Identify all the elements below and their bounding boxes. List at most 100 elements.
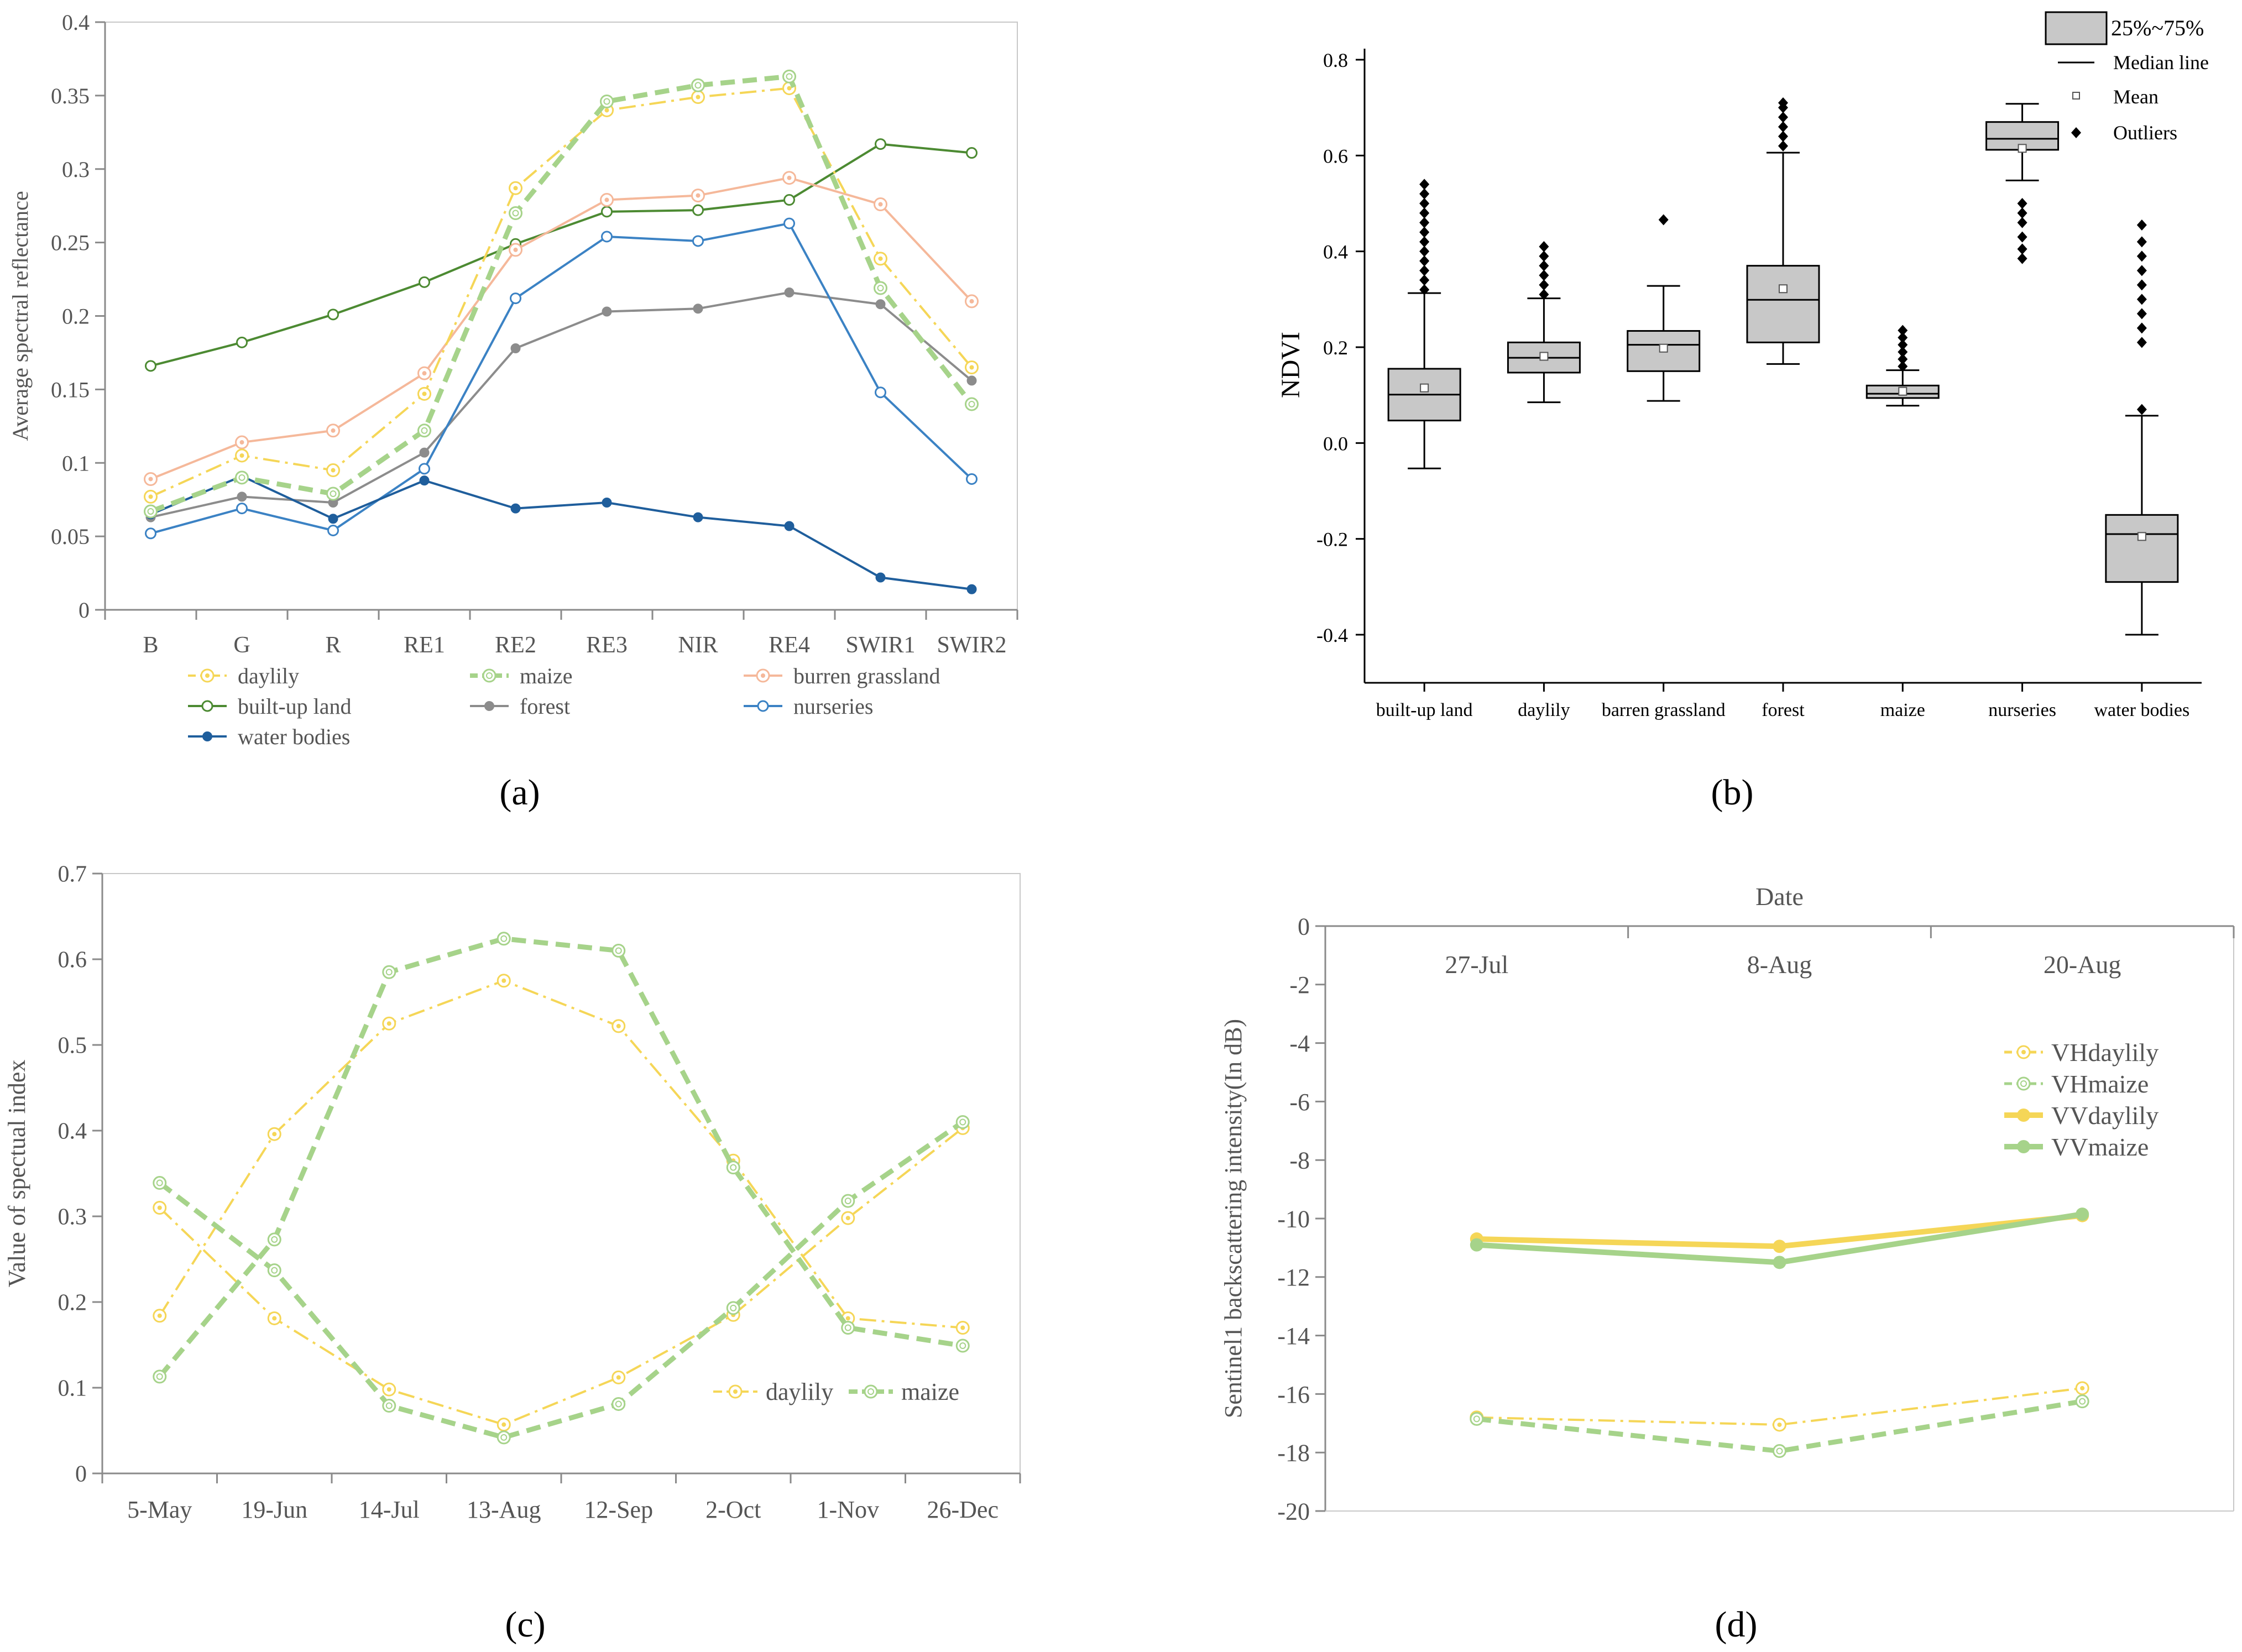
legend-label: maize <box>901 1378 959 1405</box>
outlier-point <box>1658 214 1669 226</box>
outlier-point <box>2136 265 2147 276</box>
data-point-inner <box>271 1236 278 1243</box>
legend-marker-inner <box>205 673 210 678</box>
outlier-point <box>1898 325 1908 336</box>
data-point-inner <box>844 1198 851 1205</box>
y-tick-label: 0.0 <box>1323 432 1348 454</box>
outlier-point <box>1778 97 1788 108</box>
y-tick-label: 0.3 <box>62 157 90 182</box>
x-tick-label: RE3 <box>586 632 628 658</box>
outlier-point <box>1419 188 1430 200</box>
box-daylily: daylily <box>1507 241 1581 720</box>
data-point <box>1470 1238 1483 1252</box>
data-point <box>693 304 703 314</box>
series-line-maize <box>158 936 963 1378</box>
outlier-point <box>1419 265 1430 276</box>
mean-marker <box>2018 144 2027 153</box>
data-point-inner <box>615 1400 622 1408</box>
x-tick-label: 14-Jul <box>359 1496 420 1523</box>
data-point <box>327 309 339 321</box>
box-built-up-land: built-up land <box>1376 179 1472 720</box>
x-tick-label: barren grassland <box>1602 700 1726 720</box>
legend-marker <box>484 701 494 711</box>
series-line-daylily <box>150 87 973 498</box>
data-point-inner <box>386 1021 391 1026</box>
outlier-point <box>2136 294 2147 305</box>
y-tick-label: 0.1 <box>62 451 90 475</box>
outlier-point <box>1419 217 1430 228</box>
box-iqr <box>1746 265 1820 343</box>
y-tick-label: -0.2 <box>1316 529 1348 551</box>
y-tick-label: 0.2 <box>62 304 90 329</box>
data-point-inner <box>421 427 428 434</box>
x-tick-label: SWIR2 <box>937 632 1007 658</box>
data-point-inner <box>1473 1415 1480 1423</box>
outlier-point <box>1419 179 1430 190</box>
outlier-point <box>2017 217 2027 228</box>
legend-marker-inner <box>486 672 493 679</box>
outlier-point <box>2136 250 2147 262</box>
legend-label: daylily <box>766 1378 833 1405</box>
outlier-point <box>1539 279 1549 291</box>
x-tick-label: NIR <box>678 632 718 658</box>
y-tick-label: -4 <box>1289 1030 1310 1057</box>
data-point-inner <box>239 440 244 445</box>
data-point-inner <box>730 1304 737 1311</box>
data-point <box>692 204 704 216</box>
data-point <box>2076 1207 2089 1221</box>
outlier-point <box>1539 260 1549 271</box>
outlier-point <box>1898 353 1908 365</box>
x-tick-label: 1-Nov <box>817 1496 879 1523</box>
data-point <box>691 78 705 92</box>
data-point-inner <box>501 978 506 983</box>
outlier-point <box>1778 130 1788 142</box>
y-tick-label: 0.2 <box>58 1290 87 1316</box>
outlier-point <box>2136 236 2147 248</box>
legend-marker-inner <box>2020 1080 2027 1087</box>
legend-marker <box>864 1384 878 1399</box>
data-point-inner <box>385 1402 393 1409</box>
chart-c: 0 0.1 0.2 0.3 0.4 0.5 0.6 0.7 5-May 19-Jun 14-Jul 1… <box>3 862 1021 1645</box>
outlier-point <box>2136 404 2147 415</box>
y-tick-label: 0.5 <box>58 1033 87 1059</box>
x-tick-label: 19-Jun <box>241 1496 307 1523</box>
legend-label: VVmaize <box>2051 1133 2149 1161</box>
data-point-inner <box>969 365 974 370</box>
legend-marker <box>2016 1076 2031 1091</box>
data-point <box>875 138 886 150</box>
data-point <box>600 95 614 109</box>
mean-marker <box>1659 343 1668 353</box>
data-point <box>235 470 249 485</box>
y-axis-label: NDVI <box>1276 332 1305 398</box>
data-point-inner <box>616 1023 621 1028</box>
data-point-inner <box>501 1422 506 1427</box>
data-point <box>419 447 430 458</box>
legend-label: daylily <box>238 663 299 688</box>
data-point <box>783 217 795 229</box>
legend-label: forest <box>520 694 570 719</box>
data-point-inner <box>959 1342 966 1350</box>
outlier-point <box>1419 245 1430 257</box>
data-point-inner <box>422 371 427 376</box>
legend-marker-inner <box>2021 1050 2026 1054</box>
y-axis-label: Sentinel1 backscattering intensity(In dB… <box>1220 1019 1247 1418</box>
legend-label: VHdaylily <box>2051 1038 2159 1067</box>
data-point <box>510 343 521 353</box>
data-point <box>144 504 158 519</box>
y-tick-label: -10 <box>1277 1205 1310 1232</box>
series-line-daylily <box>159 1127 964 1426</box>
data-point <box>601 206 613 218</box>
data-point-inner <box>330 490 337 498</box>
outlier-point <box>1419 207 1430 219</box>
legend-label: nurseries <box>793 694 873 719</box>
data-point <box>965 397 979 411</box>
box-maize: maize <box>1865 325 1940 720</box>
data-point <box>875 572 886 583</box>
data-point-inner <box>694 82 702 89</box>
data-point-inner <box>604 108 609 113</box>
x-tick-label: RE2 <box>495 632 536 658</box>
data-point-inner <box>615 947 622 954</box>
data-point <box>236 503 248 515</box>
data-point-inner <box>500 935 508 942</box>
data-point <box>602 306 612 317</box>
